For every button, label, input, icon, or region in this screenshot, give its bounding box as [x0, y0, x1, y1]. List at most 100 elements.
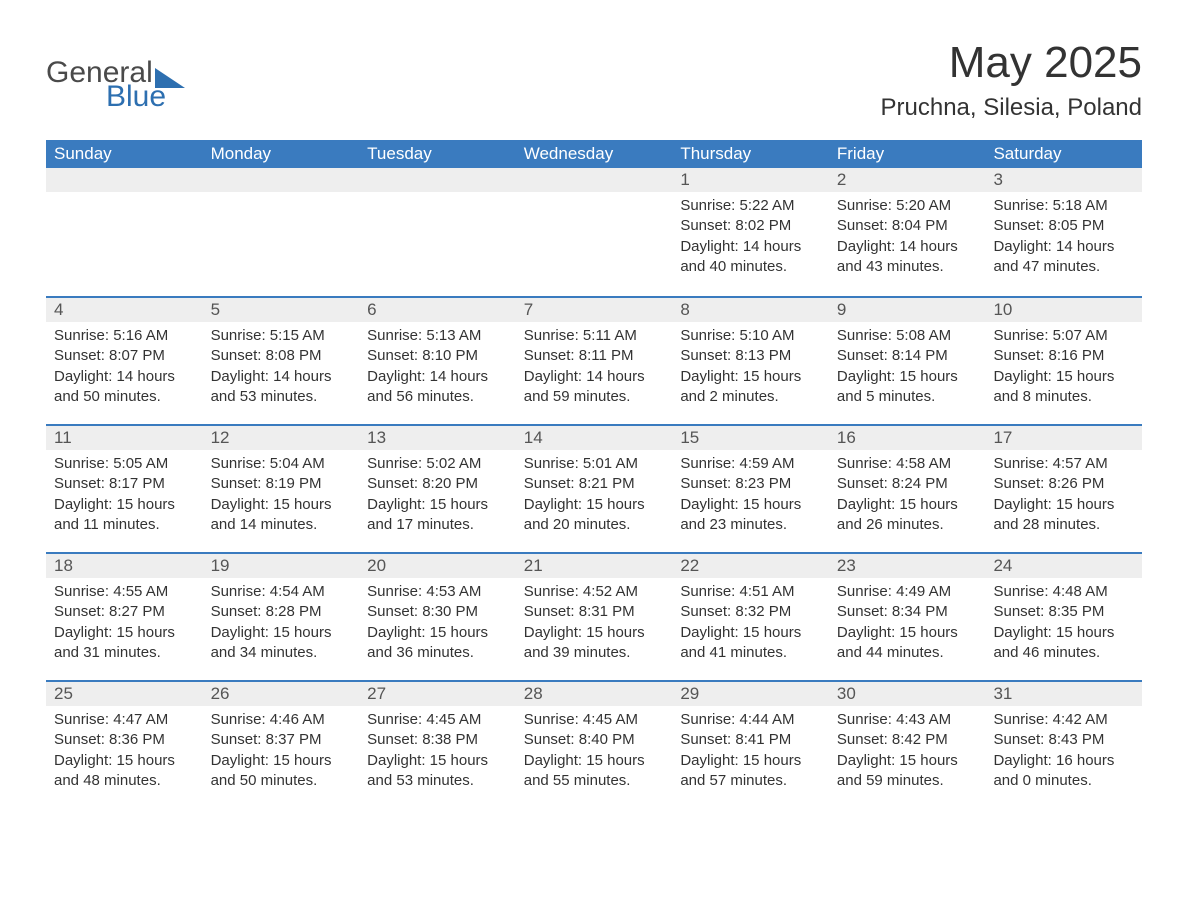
- sunrise-text: Sunrise: 5:13 AM: [367, 326, 508, 346]
- daylight-text-1: Daylight: 15 hours: [211, 495, 352, 515]
- dow-wednesday: Wednesday: [516, 144, 673, 164]
- daylight-text-1: Daylight: 16 hours: [993, 751, 1134, 771]
- day-number: 21: [516, 554, 673, 578]
- calendar-day: 21Sunrise: 4:52 AMSunset: 8:31 PMDayligh…: [516, 554, 673, 680]
- page-title: May 2025: [881, 38, 1143, 88]
- daylight-text-2: and 50 minutes.: [211, 771, 352, 791]
- daylight-text-2: and 17 minutes.: [367, 515, 508, 535]
- daylight-text-1: Daylight: 15 hours: [54, 623, 195, 643]
- dow-thursday: Thursday: [672, 144, 829, 164]
- sunrise-text: Sunrise: 4:51 AM: [680, 582, 821, 602]
- day-number: 12: [203, 426, 360, 450]
- sunset-text: Sunset: 8:35 PM: [993, 602, 1134, 622]
- calendar-day: 3Sunrise: 5:18 AMSunset: 8:05 PMDaylight…: [985, 168, 1142, 296]
- dow-friday: Friday: [829, 144, 986, 164]
- daylight-text-1: Daylight: 15 hours: [837, 751, 978, 771]
- sunrise-text: Sunrise: 4:45 AM: [524, 710, 665, 730]
- day-number: 5: [203, 298, 360, 322]
- day-body: Sunrise: 5:18 AMSunset: 8:05 PMDaylight:…: [985, 192, 1142, 287]
- sunset-text: Sunset: 8:42 PM: [837, 730, 978, 750]
- sunrise-text: Sunrise: 5:20 AM: [837, 196, 978, 216]
- daylight-text-2: and 23 minutes.: [680, 515, 821, 535]
- sunrise-text: Sunrise: 4:53 AM: [367, 582, 508, 602]
- day-number: 19: [203, 554, 360, 578]
- daylight-text-2: and 53 minutes.: [367, 771, 508, 791]
- sunset-text: Sunset: 8:02 PM: [680, 216, 821, 236]
- day-body: Sunrise: 5:22 AMSunset: 8:02 PMDaylight:…: [672, 192, 829, 287]
- day-number: 18: [46, 554, 203, 578]
- calendar-week: 11Sunrise: 5:05 AMSunset: 8:17 PMDayligh…: [46, 424, 1142, 552]
- day-body: Sunrise: 4:44 AMSunset: 8:41 PMDaylight:…: [672, 706, 829, 801]
- daylight-text-1: Daylight: 15 hours: [524, 751, 665, 771]
- daylight-text-1: Daylight: 14 hours: [524, 367, 665, 387]
- day-body: [203, 192, 360, 206]
- sunset-text: Sunset: 8:36 PM: [54, 730, 195, 750]
- calendar-week: 18Sunrise: 4:55 AMSunset: 8:27 PMDayligh…: [46, 552, 1142, 680]
- sunrise-text: Sunrise: 4:45 AM: [367, 710, 508, 730]
- day-number: 4: [46, 298, 203, 322]
- sunrise-text: Sunrise: 4:46 AM: [211, 710, 352, 730]
- daylight-text-1: Daylight: 14 hours: [211, 367, 352, 387]
- day-number: 11: [46, 426, 203, 450]
- sunrise-text: Sunrise: 5:10 AM: [680, 326, 821, 346]
- sunrise-text: Sunrise: 5:22 AM: [680, 196, 821, 216]
- day-body: [46, 192, 203, 206]
- dow-sunday: Sunday: [46, 144, 203, 164]
- calendar: Sunday Monday Tuesday Wednesday Thursday…: [46, 140, 1142, 808]
- daylight-text-2: and 39 minutes.: [524, 643, 665, 663]
- daylight-text-1: Daylight: 15 hours: [993, 623, 1134, 643]
- sunrise-text: Sunrise: 5:16 AM: [54, 326, 195, 346]
- calendar-day: 19Sunrise: 4:54 AMSunset: 8:28 PMDayligh…: [203, 554, 360, 680]
- calendar-day: 24Sunrise: 4:48 AMSunset: 8:35 PMDayligh…: [985, 554, 1142, 680]
- daylight-text-1: Daylight: 15 hours: [837, 623, 978, 643]
- day-body: Sunrise: 5:01 AMSunset: 8:21 PMDaylight:…: [516, 450, 673, 545]
- sunrise-text: Sunrise: 5:04 AM: [211, 454, 352, 474]
- day-body: Sunrise: 5:15 AMSunset: 8:08 PMDaylight:…: [203, 322, 360, 417]
- day-number: 27: [359, 682, 516, 706]
- sunrise-text: Sunrise: 4:55 AM: [54, 582, 195, 602]
- calendar-day: 13Sunrise: 5:02 AMSunset: 8:20 PMDayligh…: [359, 426, 516, 552]
- sunrise-text: Sunrise: 5:01 AM: [524, 454, 665, 474]
- sunset-text: Sunset: 8:38 PM: [367, 730, 508, 750]
- sunset-text: Sunset: 8:05 PM: [993, 216, 1134, 236]
- calendar-day: 22Sunrise: 4:51 AMSunset: 8:32 PMDayligh…: [672, 554, 829, 680]
- day-number: 1: [672, 168, 829, 192]
- day-number: 28: [516, 682, 673, 706]
- day-body: Sunrise: 5:02 AMSunset: 8:20 PMDaylight:…: [359, 450, 516, 545]
- day-number: [203, 168, 360, 192]
- daylight-text-1: Daylight: 14 hours: [993, 237, 1134, 257]
- calendar-day: 27Sunrise: 4:45 AMSunset: 8:38 PMDayligh…: [359, 682, 516, 808]
- day-number: 29: [672, 682, 829, 706]
- day-number: 30: [829, 682, 986, 706]
- daylight-text-2: and 56 minutes.: [367, 387, 508, 407]
- sunrise-text: Sunrise: 5:02 AM: [367, 454, 508, 474]
- daylight-text-2: and 46 minutes.: [993, 643, 1134, 663]
- sunset-text: Sunset: 8:30 PM: [367, 602, 508, 622]
- daylight-text-2: and 43 minutes.: [837, 257, 978, 277]
- daylight-text-1: Daylight: 15 hours: [211, 623, 352, 643]
- sunrise-text: Sunrise: 4:48 AM: [993, 582, 1134, 602]
- daylight-text-2: and 2 minutes.: [680, 387, 821, 407]
- brand-part2: Blue: [106, 80, 166, 114]
- day-number: 2: [829, 168, 986, 192]
- sunrise-text: Sunrise: 4:43 AM: [837, 710, 978, 730]
- calendar-day: 2 Sunrise: 5:20 AMSunset: 8:04 PMDaylight…: [829, 168, 986, 296]
- day-number: 31: [985, 682, 1142, 706]
- calendar-day: 15Sunrise: 4:59 AMSunset: 8:23 PMDayligh…: [672, 426, 829, 552]
- daylight-text-1: Daylight: 14 hours: [837, 237, 978, 257]
- sunrise-text: Sunrise: 4:54 AM: [211, 582, 352, 602]
- sunset-text: Sunset: 8:13 PM: [680, 346, 821, 366]
- sunrise-text: Sunrise: 4:57 AM: [993, 454, 1134, 474]
- sunrise-text: Sunrise: 5:11 AM: [524, 326, 665, 346]
- sunset-text: Sunset: 8:04 PM: [837, 216, 978, 236]
- day-body: Sunrise: 5:08 AMSunset: 8:14 PMDaylight:…: [829, 322, 986, 417]
- daylight-text-1: Daylight: 15 hours: [680, 751, 821, 771]
- calendar-day: [203, 168, 360, 296]
- day-number: 15: [672, 426, 829, 450]
- daylight-text-1: Daylight: 15 hours: [524, 495, 665, 515]
- day-number: 26: [203, 682, 360, 706]
- daylight-text-2: and 26 minutes.: [837, 515, 978, 535]
- day-body: [359, 192, 516, 206]
- daylight-text-1: Daylight: 15 hours: [680, 495, 821, 515]
- day-number: 23: [829, 554, 986, 578]
